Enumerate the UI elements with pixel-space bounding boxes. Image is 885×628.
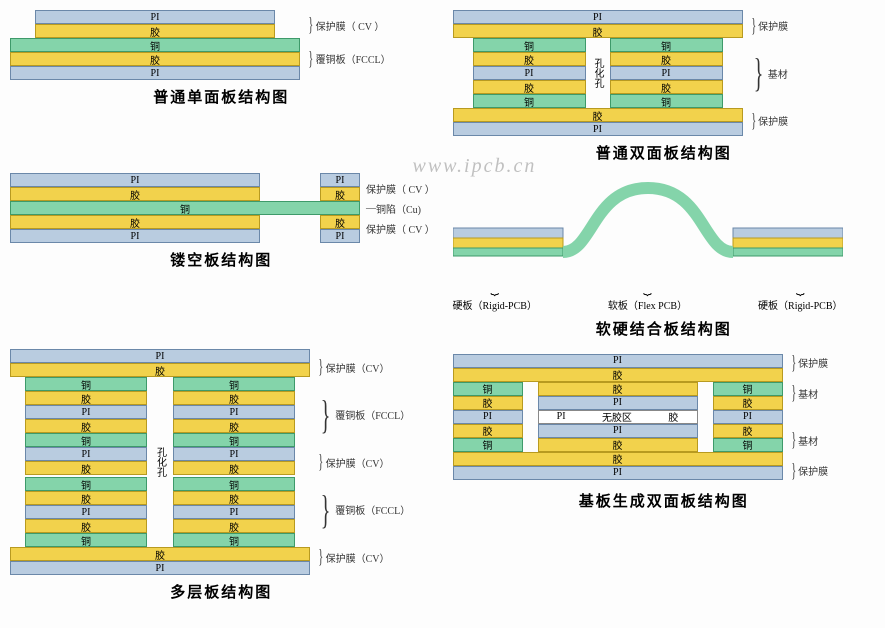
- layer-pi: PI: [25, 505, 147, 519]
- layer-pi: PI: [713, 410, 783, 424]
- layer-tong: 铜: [25, 377, 147, 391]
- layer-pi: PI: [25, 447, 147, 461]
- rigid-flex-svg: [453, 173, 843, 263]
- layer-jiao: 胶: [610, 80, 723, 94]
- ann-jicai: 基材: [768, 66, 788, 81]
- layer-tong: 铜: [610, 38, 723, 52]
- layer-pi: PI: [453, 122, 743, 136]
- layer-jiao: 胶: [713, 396, 783, 410]
- layer-tong: 铜: [713, 438, 783, 452]
- layer-jiao: 胶: [25, 491, 147, 505]
- layer-jiao: 胶: [320, 215, 360, 229]
- layer-pi: PI: [538, 396, 698, 410]
- layer-jiao: 胶: [173, 519, 295, 533]
- layer-pi: PI: [173, 447, 295, 461]
- layer-jiao: 胶: [453, 396, 523, 410]
- layer-jiao: 胶: [713, 424, 783, 438]
- diagram-rigid-flex: www.ipcb.cn ⏟硬板（Rigid-PCB） ⏟软板（Flex PCB）…: [453, 173, 876, 339]
- layer-pi: PI: [10, 349, 310, 363]
- layer-jiao: 胶: [25, 461, 147, 475]
- layer-jiao: 胶: [25, 391, 147, 405]
- title-d1: 普通单面板结构图: [10, 86, 433, 107]
- title-d5: 多层板结构图: [10, 581, 433, 602]
- layer-jiao: 胶: [10, 52, 300, 66]
- layer-jiao: 胶: [610, 52, 723, 66]
- layer-pi: PI: [538, 424, 698, 438]
- layer-jiao: 胶: [173, 391, 295, 405]
- layer-pi: PI: [10, 173, 260, 187]
- layer-pi: PI: [453, 354, 783, 368]
- layer-jiao: 胶: [25, 519, 147, 533]
- layer-pi: PI: [473, 66, 586, 80]
- title-d3: 镂空板结构图: [10, 249, 433, 270]
- layer-jiao: 胶: [25, 419, 147, 433]
- layer-tong: 铜: [453, 438, 523, 452]
- layer-tong: 铜: [173, 533, 295, 547]
- ann-cu: 铜陷（Cu): [376, 201, 421, 216]
- layer-jiao: 胶: [538, 438, 698, 452]
- layer-pi: PI: [320, 229, 360, 243]
- diagram-multilayer: PI胶铜胶PI胶铜铜胶PI胶铜PI胶孔化孔PI胶铜胶PI胶铜铜胶PI胶铜胶PI …: [10, 349, 433, 602]
- layer-tong: 铜: [473, 94, 586, 108]
- layer-jiao: 胶: [453, 424, 523, 438]
- layer-jiao: 胶: [10, 215, 260, 229]
- title-d2: 普通双面板结构图: [453, 142, 876, 163]
- diagram-single-side: PI胶铜胶PI }保护膜（ CV ） }覆铜板（FCCL） 普通单面板结构图: [10, 10, 433, 163]
- layer-jiao: 胶: [538, 382, 698, 396]
- layer-jiao: 胶: [473, 52, 586, 66]
- layer-pi: PI: [453, 466, 783, 480]
- ann-cv3: 保护膜（ CV ）: [366, 181, 433, 196]
- layer-tong: 铜: [473, 38, 586, 52]
- ann-cv4: 保护膜（ CV ）: [366, 221, 433, 236]
- layer-pi: PI: [610, 66, 723, 80]
- layer-jiao: 胶: [173, 419, 295, 433]
- layer-pi: PI: [10, 66, 300, 80]
- layer-tong: 铜: [173, 433, 295, 447]
- layer-tong: 铜: [25, 477, 147, 491]
- layer-pi: PI: [453, 410, 523, 424]
- ann-baohu2: 保护膜: [758, 113, 788, 128]
- layer-pi: PI: [173, 405, 295, 419]
- layer-tong: 铜: [173, 377, 295, 391]
- layer-tong: 铜: [713, 382, 783, 396]
- ann-baohu: 保护膜: [758, 18, 788, 33]
- layer-tong: 铜: [10, 201, 360, 215]
- layer-jiao: 胶: [453, 368, 783, 382]
- layer-pi: PI: [35, 10, 275, 24]
- diagram-double-side: PI胶铜胶PI胶铜孔化孔铜胶PI胶铜胶PI }保护膜 }基材 }保护膜 普通双面…: [453, 10, 876, 163]
- layer-pi: PI: [453, 10, 743, 24]
- ann-fccl: 覆铜板（FCCL）: [316, 51, 391, 66]
- layer-jiao: 胶: [453, 108, 743, 122]
- layer-pi: PI: [10, 229, 260, 243]
- title-d6: 基板生成双面板结构图: [453, 490, 876, 511]
- ann-cv: 保护膜（ CV ）: [316, 18, 385, 33]
- layer-tong: 铜: [10, 38, 300, 52]
- layer-tong: 铜: [25, 433, 147, 447]
- layer-jiao: 胶: [173, 461, 295, 475]
- layer-jiao: 胶: [453, 24, 743, 38]
- layer-tong: 铜: [173, 477, 295, 491]
- layer-jiao: 胶: [10, 187, 260, 201]
- label-flex: 软板（Flex PCB）: [608, 301, 687, 312]
- layer-jiao: 胶: [473, 80, 586, 94]
- layer-jiao: 胶: [320, 187, 360, 201]
- layer-jiao: 胶: [173, 491, 295, 505]
- layer-tong: 铜: [25, 533, 147, 547]
- title-d4: 软硬结合板结构图: [453, 318, 876, 339]
- layer-pi: PI: [173, 505, 295, 519]
- label-rigid-r: 硬板（Rigid-PCB）: [758, 301, 842, 312]
- layer-jiao: 胶: [453, 452, 783, 466]
- diagram-hollow: PI胶PI胶铜胶PI胶PI 保护膜（ CV ） —铜陷（Cu) 保护膜（ CV …: [10, 173, 433, 339]
- layer-jiao: 胶: [10, 547, 310, 561]
- layer-pi: PI: [25, 405, 147, 419]
- layer-pi: PI: [10, 561, 310, 575]
- layer-jiao: 胶: [35, 24, 275, 38]
- layer-pi: PI: [320, 173, 360, 187]
- layer-tong: 铜: [453, 382, 523, 396]
- diagram-substrate-double: PI胶铜胶PI胶铜胶PIPI无胶区胶PI胶铜胶PI胶铜胶PI }保护膜 }基材 …: [453, 349, 876, 602]
- layer-jiao: 胶: [10, 363, 310, 377]
- layer-tong: 铜: [610, 94, 723, 108]
- label-rigid-l: 硬板（Rigid-PCB）: [453, 301, 537, 312]
